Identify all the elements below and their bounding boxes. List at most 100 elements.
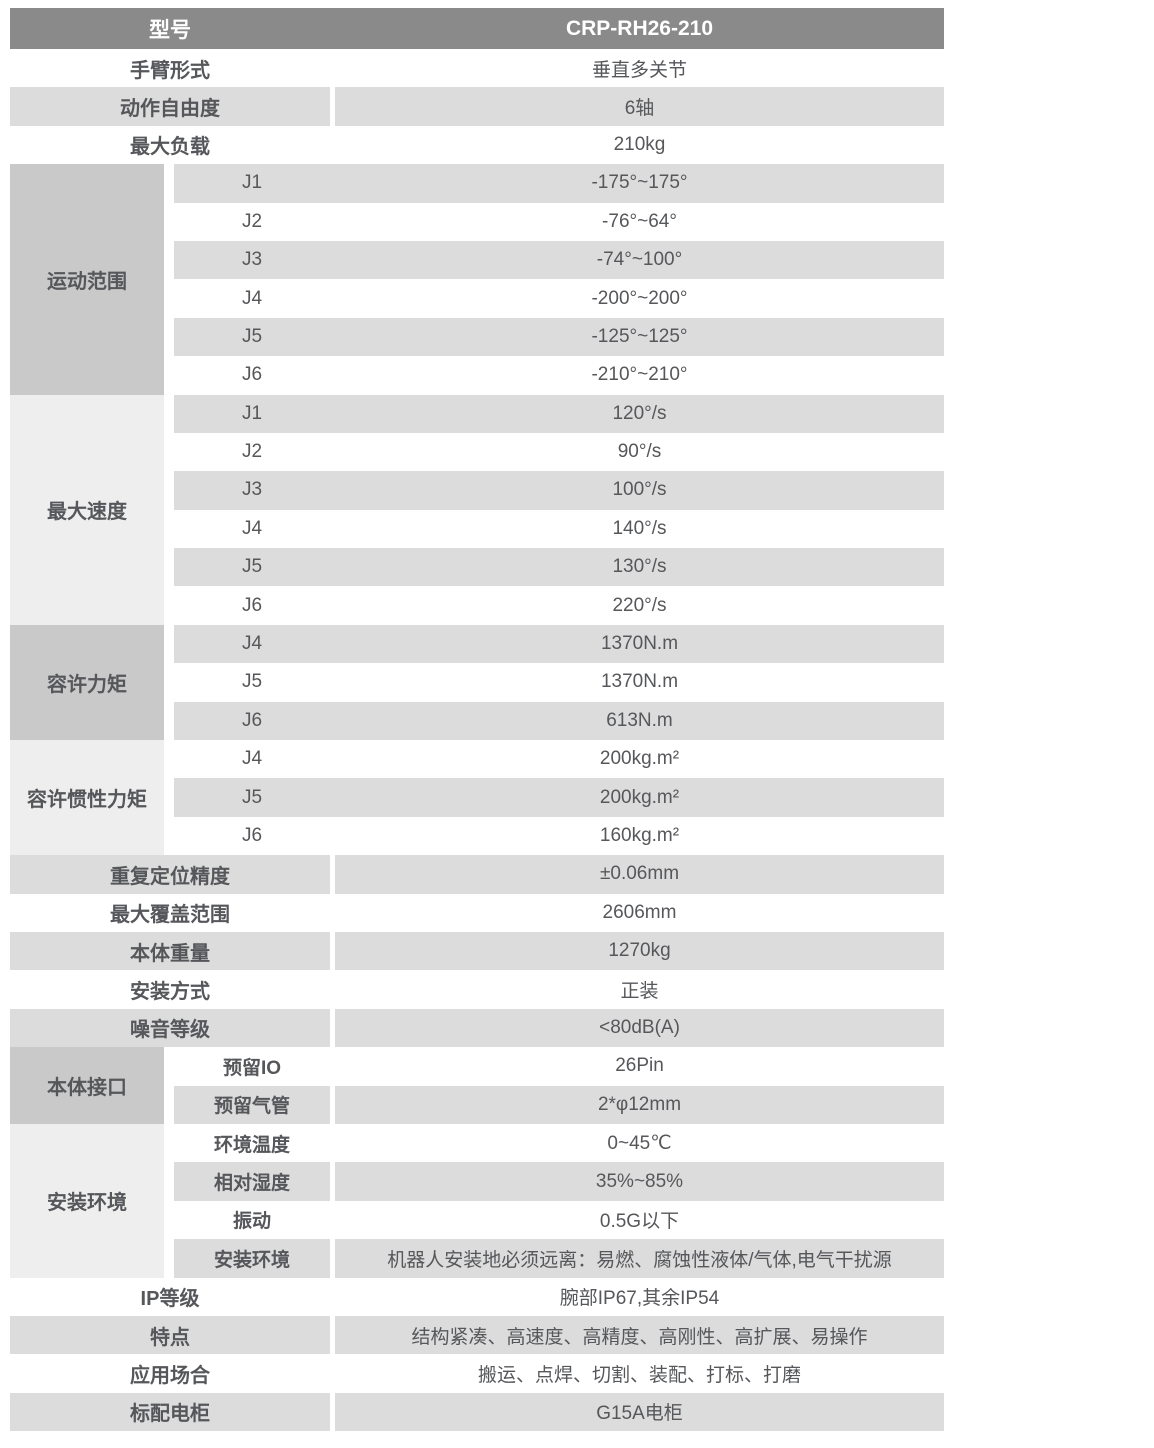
row-value: 垂直多关节 [335,49,944,88]
column-divider [330,1123,335,1163]
row-value: 210kg [335,125,944,165]
spec-row: 预留IO 26Pin [174,1047,944,1086]
spec-row: J5 130°/s [174,548,944,587]
row-label: 应用场合 [10,1354,330,1393]
section-divider [164,1047,174,1124]
row-label: 动作自由度 [10,87,330,126]
spec-row: J2 90°/s [174,432,944,472]
column-divider [330,970,335,1009]
column-divider [330,1008,335,1048]
spec-row: J6 220°/s [174,586,944,625]
section-label: 最大速度 [10,394,164,625]
spec-row: J4 -200°~200° [174,279,944,318]
spec-row: 重复定位精度 ±0.06mm [10,855,944,894]
column-divider [330,125,335,165]
spec-group: 最大速度 J1 120°/s J2 90°/s J3 100°/s J4 140°/s J5 130… [10,394,944,625]
row-value: 200kg.m² [599,748,680,770]
merged-row-bar: J3 -74°~100° [174,240,944,280]
spec-row: 相对湿度 35%~85% [174,1162,944,1201]
table-body: 手臂形式 垂直多关节 动作自由度 6轴 最大负载 210kg 运动范围 J1 -175°~175… [10,49,944,1432]
section-rows: J1 -175°~175° J2 -76°~64° J3 -74°~100° J4 -200°… [174,164,944,395]
merged-row-bar: J1 -175°~175° [174,164,944,203]
spec-row: 本体重量 1270kg [10,931,944,971]
spec-row: 振动 0.5G以下 [174,1200,944,1240]
spec-row: J2 -76°~64° [174,202,944,241]
row-value: 613N.m [606,709,673,731]
spec-row: J5 -125°~125° [174,317,944,357]
sub-label: J5 [241,786,263,808]
merged-row-bar: J5 -125°~125° [174,317,944,357]
row-value: 35%~85% [335,1162,944,1201]
model-header-value: CRP-RH26-210 [565,16,714,40]
row-label: IP等级 [10,1277,330,1316]
row-label: 重复定位精度 [10,855,330,894]
sub-label: J6 [241,709,263,731]
row-value: -175°~175° [591,172,688,194]
merged-row-bar: J3 100°/s [174,471,944,510]
section-divider [164,1123,174,1278]
row-label: 标配电柜 [10,1392,330,1432]
row-value: ±0.06mm [335,855,944,894]
spec-row: 应用场合 搬运、点焊、切割、装配、打标、打磨 [10,1354,944,1393]
section-rows: 环境温度 0~45℃ 相对湿度 35%~85% 振动 0.5G以下 安装环境 机器人安装地必须… [174,1123,944,1278]
spec-row: 最大覆盖范围 2606mm [10,893,944,932]
page: { "colors": { "header_bg": "#8a8a8a", "h… [0,8,1154,1448]
spec-row: IP等级 腕部IP67,其余IP54 [10,1277,944,1316]
spec-group: 安装环境 环境温度 0~45℃ 相对湿度 35%~85% 振动 0.5G以下 安装环境 机器人安… [10,1123,944,1278]
sub-label: J4 [241,633,263,655]
sub-label: J4 [241,287,263,309]
sub-label: J5 [241,671,263,693]
merged-row-bar: J6 160kg.m² [174,816,944,856]
spec-row: 安装环境 机器人安装地必须远离：易燃、腐蚀性液体/气体,电气干扰源 [174,1239,944,1278]
spec-group: 本体接口 预留IO 26Pin 预留气管 2*φ12mm [10,1047,944,1124]
sub-label: J1 [241,172,263,194]
spec-row: 安装方式 正装 [10,970,944,1009]
section-rows: 预留IO 26Pin 预留气管 2*φ12mm [174,1047,944,1124]
spec-row: J5 200kg.m² [174,778,944,817]
sub-label: 振动 [174,1200,330,1240]
sub-label: J2 [241,210,263,232]
section-label: 安装环境 [10,1123,164,1278]
spec-row: J6 160kg.m² [174,816,944,856]
merged-row-bar: J2 -76°~64° [174,202,944,241]
row-value: -200°~200° [591,287,688,309]
row-value: 2606mm [335,893,944,932]
spec-row: J3 100°/s [174,471,944,510]
model-header-label: 型号 [149,18,191,42]
sub-label: 预留气管 [174,1085,330,1124]
sub-label: 相对湿度 [174,1162,330,1201]
merged-row-bar: J6 220°/s [174,586,944,625]
row-value: 100°/s [612,479,667,501]
column-divider [330,1315,335,1355]
section-label: 运动范围 [10,164,164,395]
spec-group: 运动范围 J1 -175°~175° J2 -76°~64° J3 -74°~100° J4 -… [10,164,944,395]
section-divider [164,740,174,856]
column-divider [330,931,335,971]
row-value: 1270kg [335,931,944,971]
spec-row: 手臂形式 垂直多关节 [10,49,944,88]
spec-row: 环境温度 0~45℃ [174,1123,944,1163]
column-divider [330,1277,335,1316]
row-value: 搬运、点焊、切割、装配、打标、打磨 [335,1354,944,1393]
merged-row-bar: J2 90°/s [174,432,944,472]
table-header-row: 型号 CRP-RH26-210 [10,8,944,49]
merged-row-bar: J6 -210°~210° [174,356,944,395]
sub-label: J6 [241,364,263,386]
spec-row: J4 1370N.m [174,624,944,664]
column-divider [330,1392,335,1432]
row-label: 特点 [10,1315,330,1355]
column-divider [330,1239,335,1278]
merged-row-bar: J4 200kg.m² [174,740,944,779]
spec-row: 特点 结构紧凑、高速度、高精度、高刚性、高扩展、易操作 [10,1315,944,1355]
sub-label: J3 [241,249,263,271]
row-value: 2*φ12mm [335,1085,944,1124]
row-label: 安装方式 [10,970,330,1009]
row-value: -76°~64° [602,210,677,232]
row-value: 90°/s [617,441,662,463]
sub-label: J4 [241,517,263,539]
spec-row: J1 -175°~175° [174,164,944,203]
sub-label: 安装环境 [174,1239,330,1278]
section-rows: J4 1370N.m J5 1370N.m J6 613N.m [174,624,944,741]
spec-row: J5 1370N.m [174,663,944,702]
row-value: -74°~100° [596,249,683,271]
